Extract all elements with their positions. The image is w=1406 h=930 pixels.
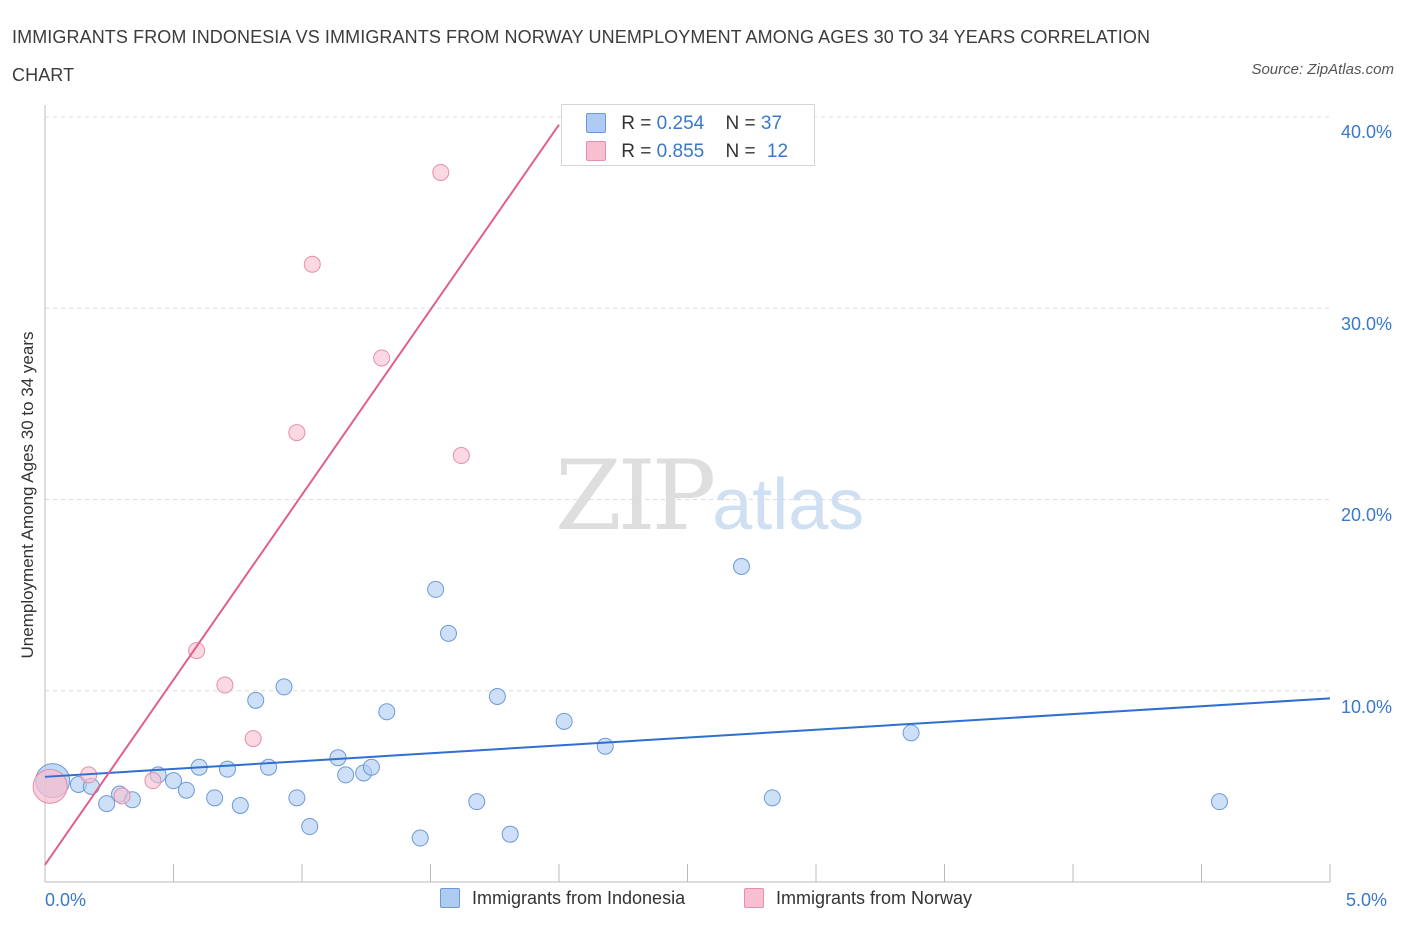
y-tick-label-30: 30.0% — [1340, 314, 1392, 334]
indonesia-point — [501, 825, 519, 843]
indonesia-point — [902, 724, 920, 742]
bottom-legend-label-indonesia: Immigrants from Indonesia — [472, 888, 686, 908]
indonesia-point — [260, 758, 278, 776]
indonesia-point — [206, 789, 224, 807]
norway-point — [216, 676, 234, 694]
indonesia-point — [218, 760, 236, 778]
norway-point — [373, 349, 391, 367]
bottom-legend-indonesia[interactable]: Immigrants from Indonesia — [440, 888, 685, 909]
indonesia-point — [288, 789, 306, 807]
indonesia-point — [763, 789, 781, 807]
legend-n-value-indonesia: 37 — [760, 113, 783, 134]
indonesia-point — [427, 580, 445, 598]
indonesia-point — [301, 818, 319, 836]
indonesia-point — [1210, 793, 1228, 811]
legend-n-label: N = — [725, 141, 756, 162]
bottom-legend-label-norway: Immigrants from Norway — [776, 888, 973, 908]
x-tick-label-min: 0.0% — [45, 890, 87, 910]
y-tick-label-10: 10.0% — [1340, 697, 1392, 717]
watermark-zip: ZIP — [555, 440, 716, 552]
source-label: Source: ZipAtlas.com — [1251, 61, 1394, 78]
indonesia-point — [732, 557, 750, 575]
legend-r-label: R = — [621, 113, 652, 134]
norway-point — [288, 424, 306, 442]
norway-point — [113, 787, 131, 805]
norway-point — [432, 163, 450, 181]
norway-point — [303, 255, 321, 273]
indonesia-point — [275, 678, 293, 696]
x-tick-label-max: 5.0% — [1346, 890, 1388, 910]
indonesia-point — [439, 624, 457, 642]
indonesia-point — [378, 703, 396, 721]
y-tick-label-20: 20.0% — [1340, 505, 1392, 525]
legend-n-label: N = — [725, 113, 756, 134]
indonesia-point — [488, 687, 506, 705]
legend-swatch-norway — [586, 141, 606, 161]
bottom-legend-norway[interactable]: Immigrants from Norway — [744, 888, 972, 909]
norway-point — [452, 447, 470, 465]
indonesia-point — [337, 766, 355, 784]
legend-row-norway: R = 0.855 N = 12 — [586, 138, 788, 166]
indonesia-point — [177, 781, 195, 799]
norway-point — [32, 768, 68, 804]
indonesia-point — [98, 795, 116, 813]
legend-r-value-indonesia: 0.254 — [656, 113, 705, 134]
y-tick-label-40: 40.0% — [1340, 122, 1392, 142]
indonesia-point — [231, 797, 249, 814]
indonesia-trend-line — [44, 697, 1331, 778]
legend-swatch-indonesia — [586, 113, 606, 133]
norway-trend-line — [44, 124, 560, 866]
indonesia-point — [555, 712, 573, 730]
indonesia-point — [596, 737, 614, 755]
indonesia-point — [468, 793, 486, 811]
bottom-legend-swatch-norway — [744, 888, 764, 908]
legend-n-value-norway: 12 — [766, 141, 789, 162]
norway-point — [144, 772, 162, 790]
norway-point — [188, 642, 206, 660]
indonesia-point — [165, 772, 182, 790]
indonesia-point — [247, 691, 265, 709]
legend-r-label: R = — [621, 141, 652, 162]
norway-point — [244, 730, 262, 748]
correlation-legend: R = 0.254 N = 37 R = 0.855 N = 12 — [561, 104, 815, 166]
chart-title: IMMIGRANTS FROM INDONESIA VS IMMIGRANTS … — [12, 27, 1151, 85]
watermark-atlas: atlas — [712, 465, 865, 545]
bottom-legend-swatch-indonesia — [440, 888, 460, 908]
watermark: ZIPatlas — [555, 440, 864, 552]
legend-row-indonesia: R = 0.254 N = 37 — [586, 110, 782, 138]
indonesia-point — [411, 829, 429, 847]
indonesia-point — [362, 758, 380, 776]
legend-r-value-norway: 0.855 — [656, 141, 705, 162]
